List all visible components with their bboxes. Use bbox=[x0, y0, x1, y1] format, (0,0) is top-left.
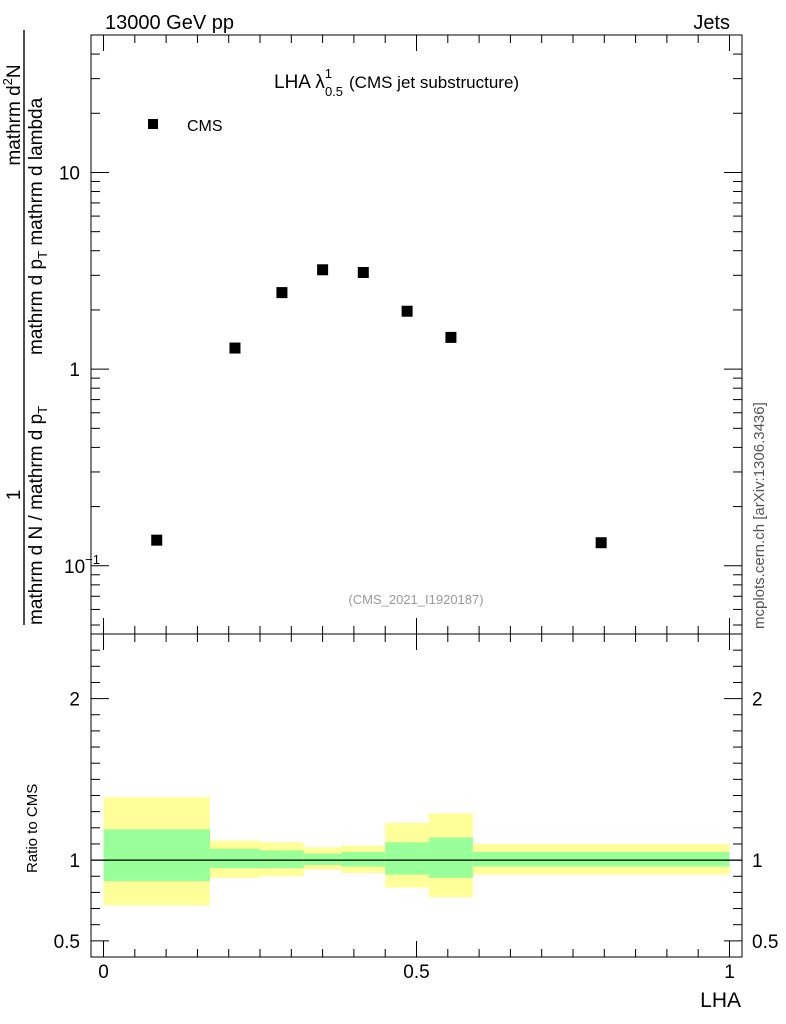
chart-title-sup: 1 bbox=[325, 66, 332, 81]
x-tick-label: 0 bbox=[98, 962, 109, 983]
cms-data-point bbox=[595, 537, 607, 549]
y-label-prefix-denominator: mathrm d N / mathrm d pT bbox=[26, 406, 50, 625]
y-label-numerator: mathrm d2N bbox=[0, 64, 25, 165]
ratio-tick-labels: 2 2 1 1 0.5 0.5 bbox=[54, 690, 779, 953]
main-y-axis-label: 1 mathrm d N / mathrm d pT mathrm d2N ma… bbox=[0, 30, 50, 625]
chart-title-note: (CMS jet substructure) bbox=[349, 73, 519, 92]
main-y-tick-label: 1 bbox=[69, 360, 80, 381]
analysis-watermark: (CMS_2021_I1920187) bbox=[348, 592, 483, 607]
legend-label: CMS bbox=[187, 118, 223, 135]
cms-data-point bbox=[401, 305, 413, 317]
x-tick-label: 1 bbox=[724, 962, 735, 983]
cms-data-point bbox=[445, 331, 457, 343]
main-axis-ticks bbox=[91, 34, 742, 634]
main-y-tick-label: 10 bbox=[59, 163, 80, 184]
ratio-y-tick-label-left: 2 bbox=[69, 690, 80, 711]
ratio-y-tick-label-left: 0.5 bbox=[54, 932, 80, 953]
y-label-denominator: mathrm d pT mathrm d lambda bbox=[26, 97, 50, 355]
ratio-band-green bbox=[341, 852, 386, 867]
ratio-y-tick-label-left: 1 bbox=[69, 851, 80, 872]
chart-title-sub: 0.5 bbox=[325, 84, 343, 99]
header-energy-label: 13000 GeV pp bbox=[105, 12, 234, 34]
main-y-tick-label: 10−1 bbox=[64, 552, 100, 578]
x-tick-labels: 0 0.5 1 bbox=[98, 962, 735, 983]
ratio-y-tick-label-right: 2 bbox=[752, 690, 763, 711]
chart-title: LHA λ1 0.5 (CMS jet substructure) bbox=[274, 66, 519, 99]
cms-data-point bbox=[229, 342, 241, 354]
cms-data-point bbox=[276, 287, 288, 299]
y-label-prefix-numerator: 1 bbox=[4, 490, 25, 501]
data-points bbox=[151, 264, 607, 549]
x-tick-label: 0.5 bbox=[403, 962, 429, 983]
ratio-band-green bbox=[429, 837, 473, 878]
ratio-y-axis-label: Ratio to CMS bbox=[24, 784, 41, 873]
cms-data-point bbox=[317, 264, 329, 276]
ratio-band-green bbox=[472, 852, 730, 867]
ratio-y-tick-label-right: 1 bbox=[752, 851, 763, 872]
cms-data-point bbox=[357, 266, 369, 278]
ratio-axis-ticks bbox=[91, 634, 742, 957]
chart-title-main: LHA λ bbox=[274, 72, 325, 93]
ratio-band-green bbox=[260, 850, 304, 869]
ratio-band-green bbox=[103, 829, 210, 882]
ratio-band-green bbox=[385, 842, 430, 875]
ratio-bands bbox=[103, 797, 730, 906]
cms-data-point bbox=[151, 534, 163, 546]
ratio-band-green bbox=[303, 853, 342, 865]
ratio-y-tick-label-right: 0.5 bbox=[752, 932, 778, 953]
header-category-label: Jets bbox=[693, 12, 730, 34]
mcplots-source-label: mcplots.cern.ch [arXiv:1306.3436] bbox=[751, 402, 768, 629]
legend-marker bbox=[148, 119, 158, 129]
ratio-band-green bbox=[209, 848, 261, 869]
ratio-plot-frame bbox=[90, 633, 743, 958]
x-axis-label: LHA bbox=[700, 989, 741, 1012]
main-y-tick-labels: 10 1 10−1 bbox=[59, 163, 100, 577]
